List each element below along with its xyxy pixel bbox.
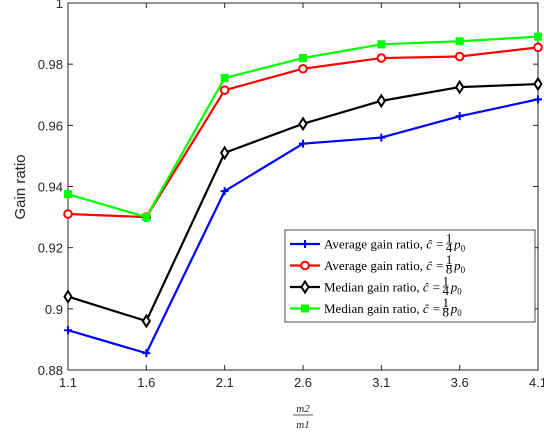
legend-fraction-denominator: 4 <box>442 283 449 298</box>
circle-marker <box>298 63 308 74</box>
square-marker <box>377 40 386 49</box>
y-tick-label: 0.98 <box>38 57 63 72</box>
diamond-marker <box>219 145 230 161</box>
x-tick-label: 3.1 <box>372 375 390 390</box>
legend-label-prefix: Average gain ratio, <box>324 237 426 252</box>
diamond-marker <box>141 313 152 329</box>
diamond-marker <box>63 289 73 304</box>
x-tick-label: 3.6 <box>451 375 469 390</box>
plus-marker <box>534 95 542 104</box>
legend-fraction-denominator: 8 <box>442 305 449 320</box>
plus-marker <box>299 139 307 148</box>
series-1 <box>64 95 542 358</box>
plus-marker <box>220 187 229 196</box>
x-tick-label: 1.1 <box>59 375 77 390</box>
x-tick-label: 4.1 <box>529 375 544 390</box>
series-3 <box>63 76 543 329</box>
plus-marker <box>455 112 464 121</box>
legend-fraction-numerator: 1 <box>442 295 449 310</box>
square-marker <box>299 54 307 63</box>
legend-label: Median gain ratio, ĉ = <box>324 301 441 316</box>
x-axis-label: m2 m1 <box>293 403 313 431</box>
plus-marker <box>142 349 151 358</box>
y-tick-label: 0.92 <box>38 241 63 256</box>
legend-fraction-numerator: 1 <box>446 252 453 267</box>
diamond-marker <box>300 279 310 295</box>
x-tick-label: 2.1 <box>216 375 234 390</box>
y-tick-label: 0.94 <box>38 180 63 195</box>
legend-fraction-numerator: 1 <box>442 274 449 289</box>
diamond-marker <box>298 116 308 132</box>
square-marker <box>142 213 151 222</box>
square-marker <box>220 73 229 82</box>
square-marker <box>301 304 309 313</box>
legend-fraction-denominator: 8 <box>446 262 453 277</box>
legend-fraction-numerator: 1 <box>446 231 453 246</box>
legend-box <box>284 229 536 323</box>
y-tick-label: 0.88 <box>38 363 63 378</box>
y-tick-label: 1 <box>56 0 63 11</box>
legend-fraction-denominator: 4 <box>446 240 453 255</box>
y-tick-label: 0.96 <box>38 118 63 133</box>
x-axis-label-denominator: m1 <box>296 419 309 431</box>
legend-label-prefix: Median gain ratio, <box>324 301 423 316</box>
circle-marker <box>63 209 73 219</box>
plus-marker <box>64 326 72 335</box>
plus-marker <box>377 133 386 142</box>
axis-ticks: 1.1 1.6 2.1 2.6 3.1 3.6 4.1 0.88 0.9 0.92 0.94 0.96… <box>38 0 544 390</box>
legend-entry-2: Average gain ratio, ĉ = 18 p0 <box>290 252 466 277</box>
legend-label: Average gain ratio, ĉ = <box>324 258 444 273</box>
legend-entry-3: Median gain ratio, ĉ = 14 p0 <box>290 274 462 298</box>
series-group <box>63 32 543 358</box>
diamond-marker <box>454 79 465 95</box>
legend-label: Median gain ratio, ĉ = <box>324 280 441 295</box>
plus-marker <box>301 240 309 248</box>
diamond-marker <box>533 76 543 92</box>
x-tick-label: 1.6 <box>137 375 155 390</box>
x-axis-label-numerator: m2 <box>296 403 310 415</box>
circle-marker <box>454 51 465 62</box>
square-marker <box>534 32 542 41</box>
x-tick-label: 2.6 <box>294 375 312 390</box>
circle-marker <box>533 42 543 53</box>
series-4 <box>64 32 542 222</box>
diamond-marker <box>376 93 387 109</box>
y-axis-label: Gain ratio <box>12 154 29 219</box>
circle-marker <box>300 260 310 271</box>
square-marker <box>64 190 72 199</box>
legend-label: Average gain ratio, ĉ = <box>324 237 444 252</box>
legend-label-prefix: Median gain ratio, <box>324 280 423 295</box>
legend-label-prefix: Average gain ratio, <box>324 258 426 273</box>
y-tick-label: 0.9 <box>45 302 63 317</box>
circle-marker <box>376 53 387 63</box>
square-marker <box>455 37 464 46</box>
circle-marker <box>219 85 230 95</box>
